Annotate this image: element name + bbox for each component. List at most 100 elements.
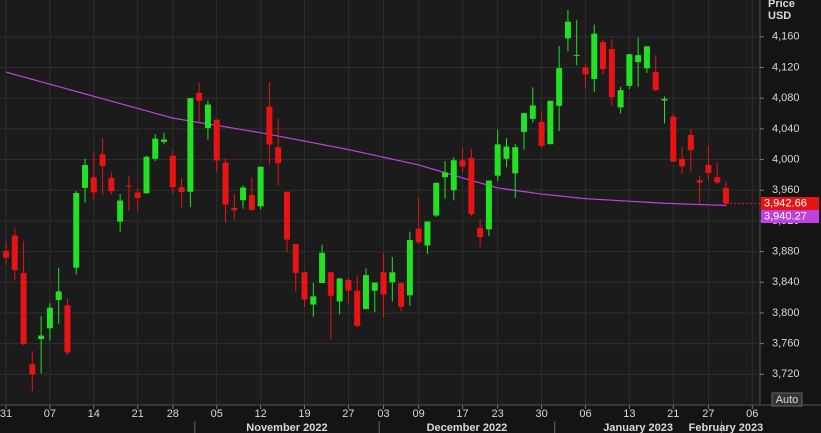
y-tick-label: 4,080 (772, 92, 800, 104)
candle-body (213, 119, 220, 161)
x-tick-label: 23 (492, 408, 504, 420)
x-tick-label: 27 (342, 408, 354, 420)
candle-body (64, 305, 71, 353)
candle-body (573, 54, 580, 56)
candle-body (547, 100, 554, 145)
candle-body (231, 207, 238, 211)
candle-body (275, 147, 282, 164)
candle-body (433, 182, 440, 216)
last-price-label: 3,942.66 (764, 197, 807, 209)
candle-body (134, 192, 141, 198)
x-tick-label: 30 (535, 408, 547, 420)
y-axis-title: USD (768, 10, 791, 22)
candle-body (477, 227, 484, 238)
candle-body (38, 335, 45, 340)
x-tick-label: 19 (298, 408, 310, 420)
candle-body (714, 177, 721, 183)
candle-body (73, 193, 80, 268)
x-axis-band (0, 405, 821, 433)
candle-body (169, 155, 176, 188)
candle-body (354, 290, 361, 326)
candle-body (196, 92, 203, 101)
x-tick-label: 07 (44, 408, 56, 420)
candle-body (319, 252, 326, 284)
x-tick-label: 21 (667, 408, 679, 420)
candle-body (705, 164, 712, 174)
candle-body (117, 200, 124, 222)
candle-body (327, 272, 334, 296)
candle-body (503, 146, 510, 159)
x-tick-label: 13 (623, 408, 635, 420)
x-tick-label: 12 (254, 408, 266, 420)
candle-body (608, 49, 615, 98)
y-tick-label: 4,120 (772, 61, 800, 73)
y-tick-label: 3,960 (772, 184, 800, 196)
candle-body (46, 307, 53, 329)
y-tick-label: 4,040 (772, 123, 800, 135)
month-label: December 2022 (427, 422, 508, 433)
y-tick-label: 3,840 (772, 276, 800, 288)
x-tick-label: 03 (377, 408, 389, 420)
y-tick-label: 3,800 (772, 307, 800, 319)
candle-body (82, 164, 89, 188)
candle-body (108, 177, 115, 192)
candle-body (529, 105, 536, 119)
candle-body (661, 98, 668, 101)
auto-button[interactable] (771, 392, 803, 407)
candle-body (29, 364, 36, 375)
candle-body (143, 156, 150, 194)
moving-average-box (761, 210, 819, 224)
candle-body (521, 113, 528, 132)
candle-body (459, 160, 466, 167)
candle-body (512, 147, 519, 174)
candle-body (398, 283, 405, 307)
candle-body (389, 272, 396, 283)
auto-button-label[interactable]: Auto (776, 394, 799, 406)
candle-body (679, 158, 686, 167)
candle-body (635, 55, 642, 63)
y-tick-label: 4,160 (772, 31, 800, 43)
candle-body (161, 139, 168, 142)
x-tick-label: 05 (211, 408, 223, 420)
candle-body (178, 187, 185, 193)
candle-body (257, 166, 264, 207)
candle-body (266, 106, 273, 145)
y-tick-label: 3,720 (772, 368, 800, 380)
x-tick-label: 06 (579, 408, 591, 420)
x-tick-label: 21 (132, 408, 144, 420)
candle-body (90, 177, 97, 193)
y-tick-label: 4,000 (772, 153, 800, 165)
candle-body (406, 240, 413, 296)
candle-body (283, 191, 290, 240)
candle-body (248, 194, 255, 210)
candle-body (582, 67, 589, 75)
candle-body (336, 278, 343, 302)
candle-body (240, 187, 247, 201)
candle-body (538, 121, 545, 146)
candle-body (442, 172, 448, 178)
candle-body (380, 272, 387, 295)
candle-body (99, 154, 106, 166)
candle-body (301, 272, 308, 300)
candle-body (626, 54, 633, 86)
candle-body (371, 282, 378, 291)
y-tick-label: 3,760 (772, 338, 800, 350)
x-tick-label: 31 (0, 408, 12, 420)
candle-body (591, 33, 598, 80)
candle-body (696, 180, 703, 183)
candle-body (125, 185, 132, 187)
candle-body (11, 235, 18, 270)
y-axis-title: Price (768, 0, 795, 10)
candle-body (310, 296, 317, 305)
moving-average-label: 3,940.27 (764, 210, 807, 222)
x-tick-label: 09 (413, 408, 425, 420)
y-tick-label: 3,880 (772, 245, 800, 257)
last-price-box (761, 197, 819, 211)
candle-body (617, 90, 624, 108)
candle-body (485, 180, 492, 230)
candle-body (3, 250, 9, 258)
month-label: January 2023 (603, 422, 673, 433)
candle-body (204, 104, 211, 129)
candle-body (424, 221, 431, 246)
